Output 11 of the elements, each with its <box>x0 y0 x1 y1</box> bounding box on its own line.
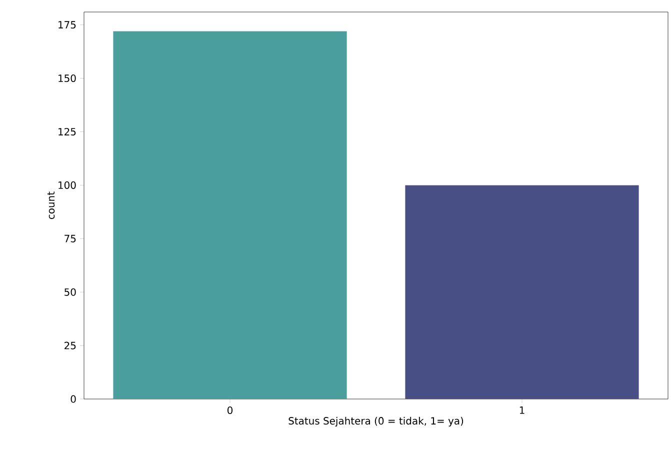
y-tick-label: 125 <box>58 128 76 136</box>
x-axis-title: Status Sejahtera (0 = tidak, 1= ya) <box>288 416 464 427</box>
y-tick-label: 0 <box>70 395 76 403</box>
y-tick-label: 100 <box>58 181 76 189</box>
y-tick-label: 25 <box>64 342 76 350</box>
y-tick-label: 175 <box>58 21 76 29</box>
y-axis-title: count <box>47 192 55 220</box>
x-tick-label: 1 <box>520 406 524 414</box>
y-tick-label: 150 <box>58 74 76 82</box>
y-tick-label: 75 <box>64 234 76 242</box>
y-tick-label: 50 <box>64 288 76 296</box>
